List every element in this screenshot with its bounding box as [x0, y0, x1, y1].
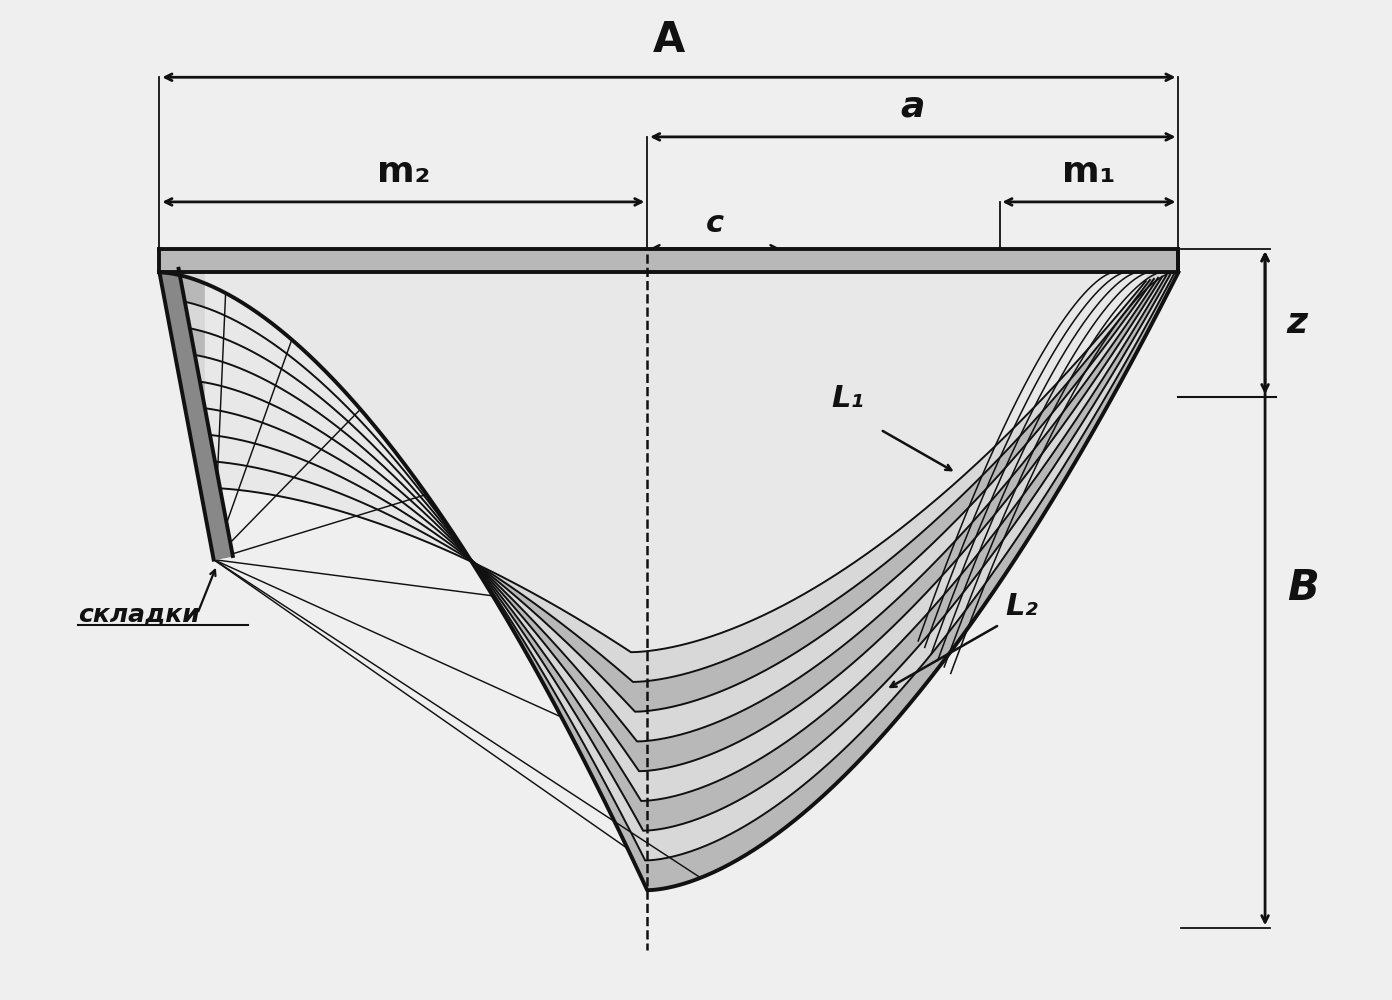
Text: m₂: m₂ — [377, 155, 430, 189]
Polygon shape — [160, 269, 232, 560]
Polygon shape — [166, 273, 1175, 860]
Polygon shape — [160, 249, 1179, 272]
Polygon shape — [171, 275, 1171, 831]
Polygon shape — [177, 276, 1166, 801]
Text: складки: складки — [78, 602, 200, 626]
Text: L₁: L₁ — [831, 384, 864, 413]
Text: A: A — [653, 19, 685, 61]
Polygon shape — [188, 278, 1158, 741]
Polygon shape — [160, 272, 1179, 890]
Text: B: B — [1286, 567, 1318, 609]
Text: L₂: L₂ — [1005, 592, 1037, 621]
Polygon shape — [206, 272, 1146, 652]
Text: a: a — [901, 90, 924, 124]
Polygon shape — [182, 277, 1162, 771]
Polygon shape — [193, 279, 1154, 712]
Text: c: c — [706, 209, 724, 238]
Polygon shape — [160, 272, 1179, 890]
Text: z: z — [1286, 306, 1307, 340]
Text: m₁: m₁ — [1062, 155, 1115, 189]
Polygon shape — [200, 280, 1150, 682]
